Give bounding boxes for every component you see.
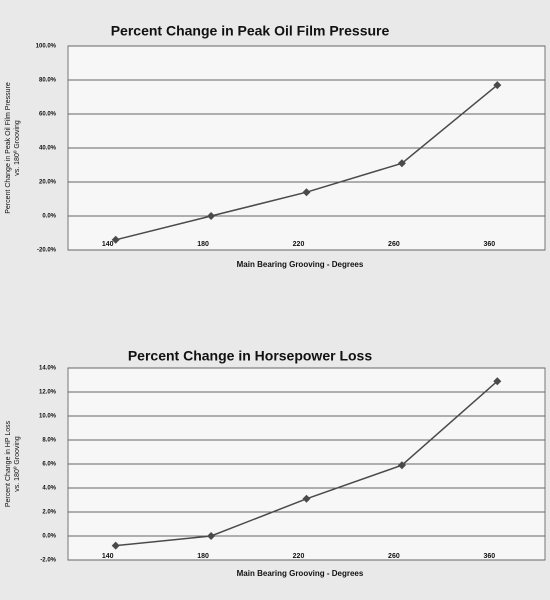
y-tick-label: 40.0% xyxy=(39,146,57,152)
y-axis-title: Percent Change in HP Loss xyxy=(5,420,12,507)
x-tick-label: 360 xyxy=(483,241,495,248)
y-tick-label: 20.0% xyxy=(39,180,57,186)
y-tick-label: 80.0% xyxy=(39,78,57,84)
x-tick-label: 260 xyxy=(388,241,400,248)
y-tick-label: 0.0% xyxy=(42,534,56,540)
x-tick-label: 220 xyxy=(293,553,305,560)
x-axis-title: Main Bearing Grooving - Degrees xyxy=(237,569,364,578)
y-axis-title: vs. 180º Grooving xyxy=(14,436,21,492)
x-axis-title: Main Bearing Grooving - Degrees xyxy=(237,260,364,269)
y-tick-label: 10.0% xyxy=(39,414,57,420)
data-point xyxy=(302,188,311,197)
y-tick-label: 0.0% xyxy=(42,214,56,220)
y-tick-label: 14.0% xyxy=(39,366,57,372)
x-tick-label: 220 xyxy=(293,241,305,248)
data-point xyxy=(111,235,120,244)
y-tick-label: 12.0% xyxy=(39,390,57,396)
data-point xyxy=(207,532,216,540)
y-tick-label: 60.0% xyxy=(39,112,57,118)
y-tick-label: 2.0% xyxy=(42,510,56,516)
data-point xyxy=(207,212,216,220)
data-point xyxy=(493,81,502,90)
y-tick-label: 100.0% xyxy=(36,44,57,50)
y-tick-label: -20.0% xyxy=(37,248,57,254)
x-tick-label: 180 xyxy=(197,241,209,248)
data-point xyxy=(397,159,406,168)
chart-title: Percent Change in Horsepower Loss xyxy=(128,348,372,364)
data-point xyxy=(493,377,502,386)
x-tick-label: 360 xyxy=(483,553,495,560)
y-tick-label: 8.0% xyxy=(42,438,56,444)
x-tick-label: 260 xyxy=(388,553,400,560)
x-tick-label: 140 xyxy=(102,553,114,560)
x-tick-label: 180 xyxy=(197,553,209,560)
data-point xyxy=(111,541,120,550)
y-tick-label: 4.0% xyxy=(42,486,56,492)
x-tick-label: 140 xyxy=(102,241,114,248)
y-tick-label: 6.0% xyxy=(42,462,56,468)
y-axis-title: vs. 180º Grooving xyxy=(14,120,21,176)
y-tick-label: -2.0% xyxy=(40,558,56,564)
chart-title: Percent Change in Peak Oil Film Pressure xyxy=(111,23,390,39)
y-axis-title: Percent Change in Peak Oil Film Pressure xyxy=(5,82,12,214)
data-point xyxy=(397,461,406,470)
data-point xyxy=(302,494,311,503)
